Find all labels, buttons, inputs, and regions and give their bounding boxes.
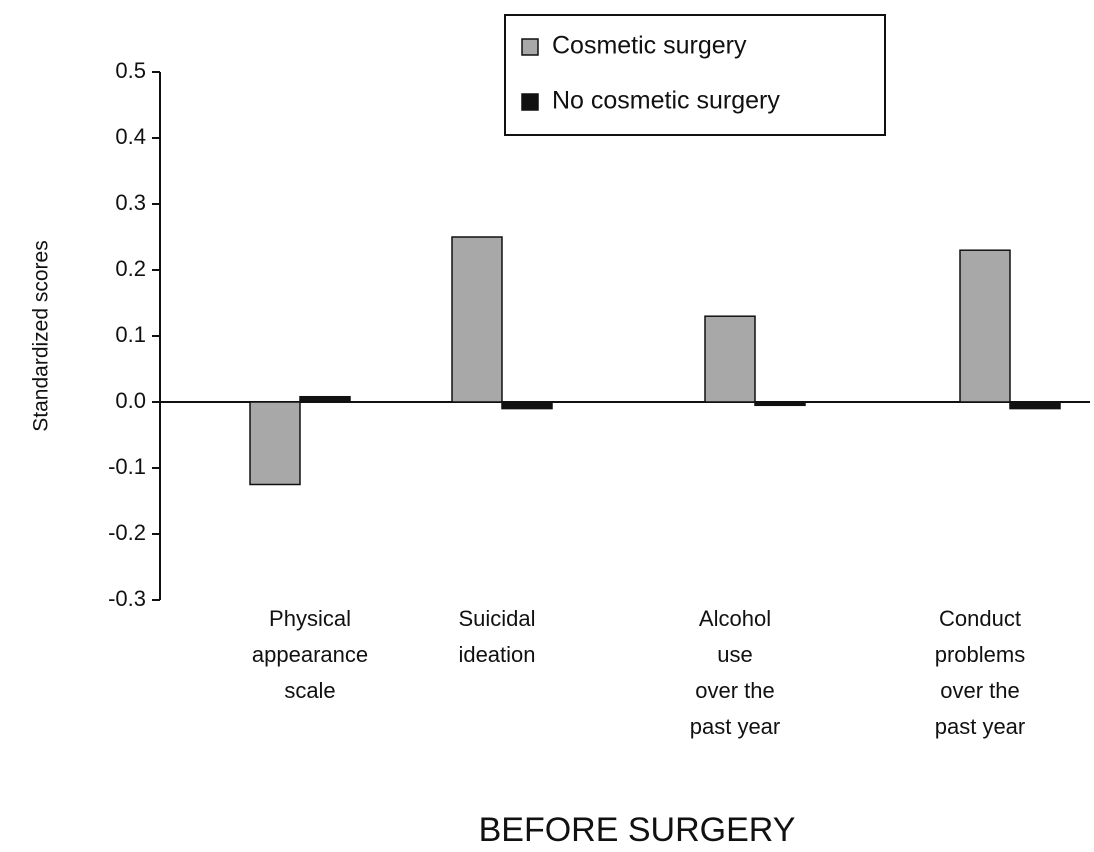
x-tick-label-line: past year xyxy=(690,714,781,739)
y-tick-label: 0.2 xyxy=(115,256,146,281)
bar xyxy=(451,236,503,403)
bar xyxy=(249,401,301,486)
chart-title: BEFORE SURGERY xyxy=(479,811,796,849)
bar xyxy=(959,249,1011,403)
y-tick-label: 0.3 xyxy=(115,190,146,215)
bar xyxy=(1009,401,1061,410)
x-tick-label-line: past year xyxy=(935,714,1026,739)
y-tick-label: -0.2 xyxy=(108,520,146,545)
x-tick-label: Conduct problems over the past year xyxy=(935,606,1026,739)
x-tick-label-line: Suicidal xyxy=(458,606,535,631)
y-axis-label: Standardized scores xyxy=(30,240,53,431)
legend-swatch xyxy=(521,93,539,111)
y-tick-label: 0.1 xyxy=(115,322,146,347)
y-tick-label: 0.0 xyxy=(115,388,146,413)
x-tick-label-line: Physical xyxy=(269,606,351,631)
x-tick-label: Alcohol use over the past year xyxy=(690,606,781,739)
x-tick-label-line: over the xyxy=(695,678,775,703)
x-tick-label-line: Conduct xyxy=(939,606,1021,631)
legend-label: No cosmetic surgery xyxy=(552,87,780,115)
x-tick-label-line: scale xyxy=(284,678,335,703)
y-tick-label: -0.3 xyxy=(108,586,146,611)
bar xyxy=(704,315,756,403)
x-tick-label-line: over the xyxy=(940,678,1020,703)
x-tick-label-line: use xyxy=(717,642,752,667)
x-tick-label-line: ideation xyxy=(458,642,535,667)
bar xyxy=(299,395,351,403)
bar xyxy=(501,401,553,410)
legend-box xyxy=(504,14,886,136)
x-tick-label: Physical appearance scale xyxy=(252,606,368,703)
x-tick-label: Suicidal ideation xyxy=(458,606,535,667)
y-tick-label: -0.1 xyxy=(108,454,146,479)
y-tick-label: 0.5 xyxy=(115,58,146,83)
legend-label: Cosmetic surgery xyxy=(552,32,747,60)
y-tick-label: 0.4 xyxy=(115,124,146,149)
x-tick-label-line: Alcohol xyxy=(699,606,771,631)
x-tick-label-line: appearance xyxy=(252,642,368,667)
legend-swatch xyxy=(521,38,539,56)
bar xyxy=(754,401,806,407)
x-tick-label-line: problems xyxy=(935,642,1025,667)
